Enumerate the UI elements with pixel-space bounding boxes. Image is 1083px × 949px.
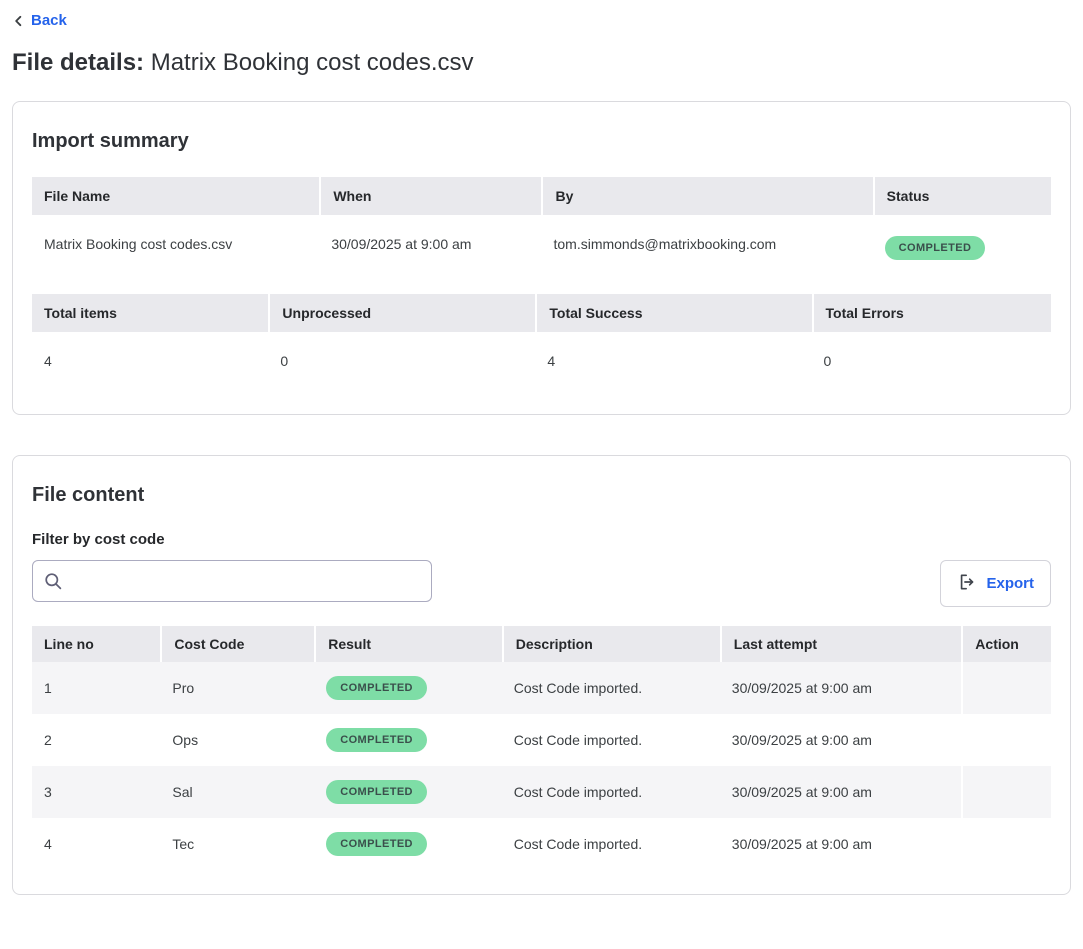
page-title-prefix: File details: <box>12 49 145 76</box>
table-row: 2 Ops COMPLETED Cost Code imported. 30/0… <box>32 714 1051 766</box>
fc-header-cost-code: Cost Code <box>160 626 314 662</box>
file-table-row: Matrix Booking cost codes.csv 30/09/2025… <box>32 215 1051 281</box>
export-label: Export <box>986 575 1034 592</box>
table-row: 1 Pro COMPLETED Cost Code imported. 30/0… <box>32 662 1051 714</box>
totals-table-header-row: Total items Unprocessed Total Success To… <box>32 294 1051 332</box>
file-content-card: File content Filter by cost code <box>12 455 1071 895</box>
page-title-filename: Matrix Booking cost codes.csv <box>150 49 474 76</box>
line-no-cell: 3 <box>44 784 52 800</box>
result-cell: COMPLETED <box>314 668 501 708</box>
result-badge: COMPLETED <box>326 780 427 804</box>
cost-code-cell: Sal <box>172 784 193 800</box>
table-row: 3 Sal COMPLETED Cost Code imported. 30/0… <box>32 766 1051 818</box>
totals-header-total-errors: Total Errors <box>811 294 1051 332</box>
when-value: 30/09/2025 at 9:00 am <box>331 236 472 252</box>
result-badge: COMPLETED <box>326 676 427 700</box>
status-badge: COMPLETED <box>884 236 986 260</box>
last-attempt-cell: 30/09/2025 at 9:00 am <box>731 836 872 852</box>
file-table-header-file-name: File Name <box>44 188 111 204</box>
last-attempt-cell: 30/09/2025 at 9:00 am <box>731 784 872 800</box>
back-label: Back <box>31 12 67 29</box>
unprocessed-value: 0 <box>280 353 289 369</box>
divider <box>32 281 1051 294</box>
file-content-table: Line no Cost Code Result Description Las… <box>32 626 1051 870</box>
action-cell <box>961 766 1051 818</box>
cost-code-cell: Pro <box>172 680 195 696</box>
description-cell: Cost Code imported. <box>513 784 643 800</box>
result-badge: COMPLETED <box>326 832 427 856</box>
total-success-value: 4 <box>547 353 556 369</box>
search-field <box>32 560 432 602</box>
filter-label: Filter by cost code <box>32 531 165 548</box>
total-items-value: 4 <box>44 353 52 369</box>
page-title: File details: Matrix Booking cost codes.… <box>12 49 1071 77</box>
result-cell: COMPLETED <box>314 824 501 864</box>
status-cell: COMPLETED <box>873 215 1051 281</box>
line-no-cell: 2 <box>44 732 52 748</box>
file-table-header-by: By <box>541 177 872 215</box>
table-row: 4 Tec COMPLETED Cost Code imported. 30/0… <box>32 818 1051 870</box>
totals-header-total-items: Total items <box>44 305 117 321</box>
export-icon <box>957 572 977 595</box>
totals-table-row: 4 0 4 0 <box>32 332 1051 390</box>
cost-code-cell: Ops <box>172 732 199 748</box>
export-button[interactable]: Export <box>940 560 1051 607</box>
by-value: tom.simmonds@matrixbooking.com <box>553 236 777 252</box>
result-cell: COMPLETED <box>314 720 501 760</box>
totals-header-total-success: Total Success <box>535 294 811 332</box>
fc-header-last-attempt: Last attempt <box>719 626 962 662</box>
cost-code-cell: Tec <box>172 836 195 852</box>
last-attempt-cell: 30/09/2025 at 9:00 am <box>731 680 872 696</box>
description-cell: Cost Code imported. <box>513 836 643 852</box>
last-attempt-cell: 30/09/2025 at 9:00 am <box>731 732 872 748</box>
action-cell <box>961 818 1051 870</box>
file-table-header-when: When <box>319 177 541 215</box>
description-cell: Cost Code imported. <box>513 680 643 696</box>
totals-header-unprocessed: Unprocessed <box>268 294 535 332</box>
file-content-heading: File content <box>32 484 145 506</box>
fc-table-header-row: Line no Cost Code Result Description Las… <box>32 626 1051 662</box>
action-cell <box>961 662 1051 714</box>
line-no-cell: 4 <box>44 836 52 852</box>
result-cell: COMPLETED <box>314 772 501 812</box>
total-errors-value: 0 <box>823 353 832 369</box>
back-button[interactable]: Back <box>12 12 67 29</box>
import-summary-card: Import summary File Name When By Status … <box>12 101 1071 415</box>
result-badge: COMPLETED <box>326 728 427 752</box>
import-summary-heading: Import summary <box>32 130 189 152</box>
description-cell: Cost Code imported. <box>513 732 643 748</box>
fc-header-description: Description <box>501 626 720 662</box>
controls-row: Export <box>32 560 1051 607</box>
file-table-header-row: File Name When By Status <box>32 177 1051 215</box>
fc-header-action: Action <box>961 626 1051 662</box>
search-icon <box>43 571 63 596</box>
file-table-header-status: Status <box>872 177 1051 215</box>
search-input[interactable] <box>32 560 432 602</box>
line-no-cell: 1 <box>44 680 52 696</box>
action-cell <box>961 714 1051 766</box>
fc-header-line-no: Line no <box>44 636 94 652</box>
chevron-left-icon <box>12 14 25 28</box>
fc-header-result: Result <box>314 626 501 662</box>
file-name-value: Matrix Booking cost codes.csv <box>44 236 233 252</box>
